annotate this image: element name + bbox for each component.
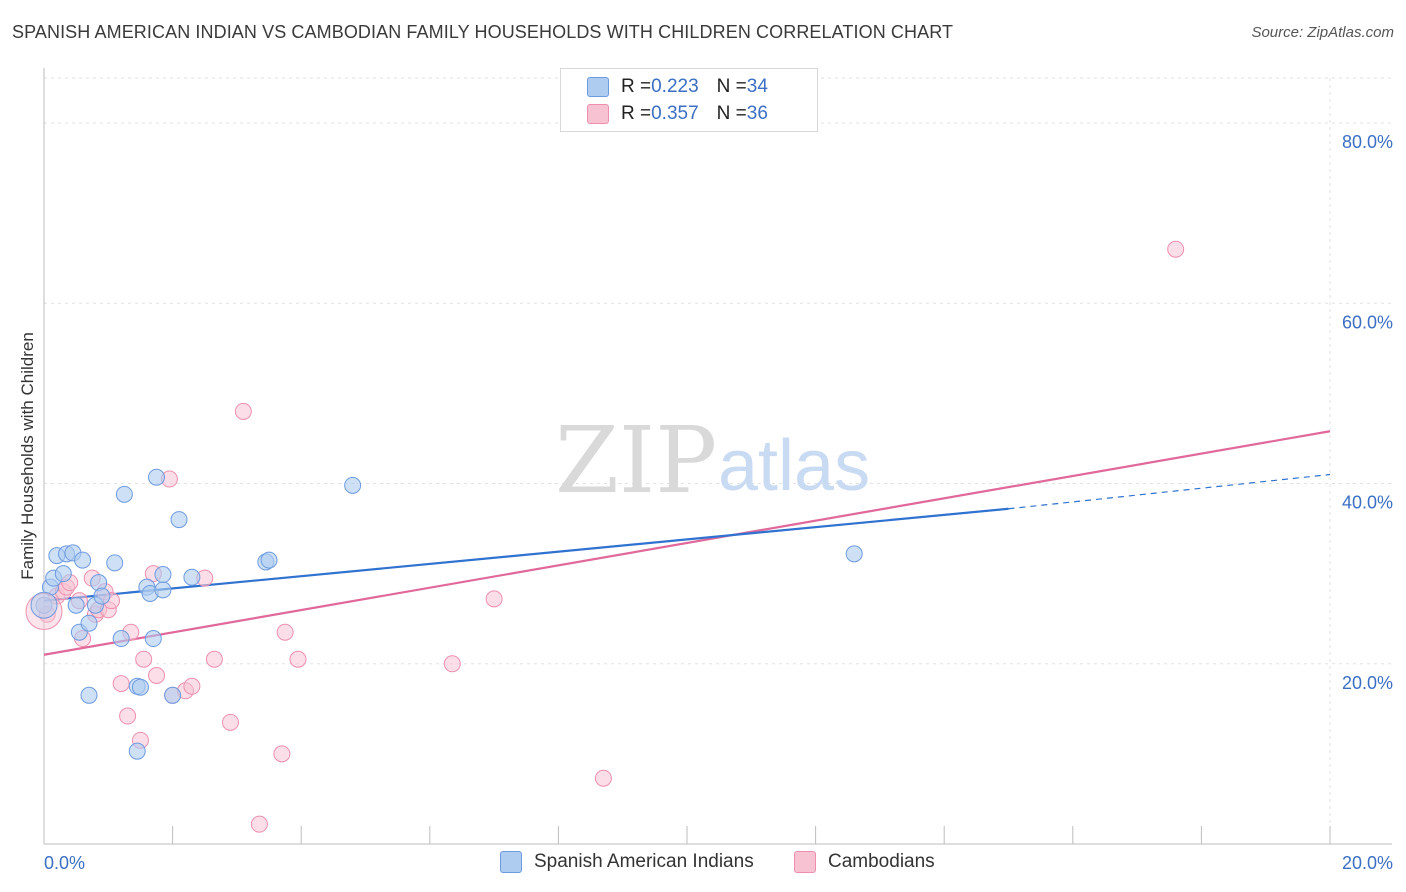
cambodian-point [1167, 240, 1185, 258]
watermark-atlas: atlas [718, 426, 870, 506]
spanish-point [845, 545, 863, 563]
cambodian-point [205, 650, 223, 668]
n-value: 34 [746, 76, 768, 97]
r-value: 0.357 [651, 103, 699, 124]
source-label: Source: ZipAtlas.com [1251, 24, 1394, 41]
y-tick-label: 40.0% [1342, 493, 1393, 513]
legend-item-cambodian[interactable]: Cambodians [794, 851, 935, 873]
spanish-point [67, 596, 85, 614]
cambodian-point [289, 650, 307, 668]
spanish-point [112, 630, 130, 648]
pink-swatch [794, 851, 816, 873]
spanish-point [128, 742, 146, 760]
spanish-point [170, 511, 188, 529]
n-label: N = [716, 103, 747, 124]
spanish-point [106, 554, 124, 572]
cambodian-point [594, 769, 612, 787]
cambodian-point [276, 623, 294, 641]
axis-layer: 20.0% 40.0% 60.0% 80.0% 0.0% 20.0% [43, 68, 1393, 873]
spanish-point [164, 686, 182, 704]
legend-row-spanish: R = 0.223 N = 34 [587, 75, 768, 99]
pink-swatch [587, 104, 609, 124]
spanish-point [154, 581, 172, 599]
cambodian-point [135, 650, 153, 668]
spanish-point [80, 614, 98, 632]
cambodian-point [112, 675, 130, 693]
spanish-point [93, 587, 111, 605]
r-value: 0.223 [651, 76, 699, 97]
blue-swatch [587, 77, 609, 97]
cambodian-point [250, 815, 268, 833]
spanish-trend-line [43, 507, 1009, 602]
cambodian-point [443, 655, 461, 673]
spanish-point [154, 566, 172, 584]
cambodian-point [485, 590, 503, 608]
n-value: 36 [746, 103, 768, 124]
spanish-point [131, 678, 149, 696]
watermark: ZIP atlas [555, 407, 870, 514]
cambodian-point [221, 713, 239, 731]
spanish-point [148, 468, 166, 486]
chart-title: SPANISH AMERICAN INDIAN VS CAMBODIAN FAM… [12, 22, 954, 42]
x-tick-label: 0.0% [44, 853, 85, 873]
spanish-point [74, 551, 92, 569]
legend-item-spanish[interactable]: Spanish American Indians [500, 851, 754, 873]
spanish-point [344, 476, 362, 494]
y-tick-label: 80.0% [1342, 132, 1393, 152]
spanish-point [54, 565, 72, 583]
cambodian-point [119, 707, 137, 725]
r-label: R = [621, 76, 652, 97]
spanish-point [144, 630, 162, 648]
cambodian-point [273, 745, 291, 763]
spanish-point-large [30, 591, 58, 619]
cambodian-point [234, 402, 252, 420]
cambodian-point [148, 666, 166, 684]
spanish-point [115, 485, 133, 503]
y-axis-label: Family Households with Children [18, 332, 37, 580]
watermark-zip: ZIP [555, 407, 717, 514]
cambodian-point [183, 677, 201, 695]
r-label: R = [621, 103, 652, 124]
blue-swatch [500, 851, 522, 873]
spanish-trend-extension [1008, 473, 1331, 510]
series-legend: Spanish American Indians Cambodians [0, 851, 1406, 877]
n-label: N = [716, 76, 747, 97]
x-tick-label: 20.0% [1342, 853, 1393, 873]
spanish-point [260, 551, 278, 569]
legend-label: Cambodians [828, 851, 935, 872]
correlation-legend: R = 0.223 N = 34 R = 0.357 N = 36 [560, 68, 818, 132]
points-layer [25, 240, 1185, 833]
legend-label: Spanish American Indians [534, 851, 754, 872]
y-tick-label: 20.0% [1342, 673, 1393, 693]
legend-row-cambodian: R = 0.357 N = 36 [587, 102, 768, 126]
spanish-point [183, 568, 201, 586]
spanish-point [80, 686, 98, 704]
cambodian-trend-line [43, 430, 1331, 656]
y-tick-label: 60.0% [1342, 312, 1393, 332]
